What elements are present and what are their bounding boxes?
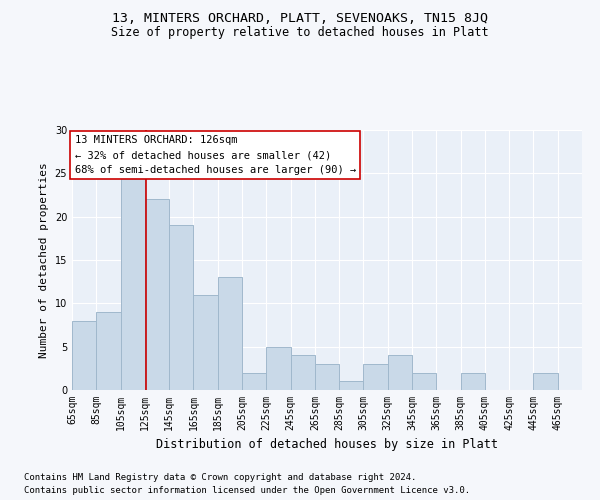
Bar xyxy=(266,346,290,390)
Text: Contains HM Land Registry data © Crown copyright and database right 2024.: Contains HM Land Registry data © Crown c… xyxy=(24,474,416,482)
Bar xyxy=(145,200,169,390)
Text: 13, MINTERS ORCHARD, PLATT, SEVENOAKS, TN15 8JQ: 13, MINTERS ORCHARD, PLATT, SEVENOAKS, T… xyxy=(112,12,488,26)
Bar xyxy=(533,372,558,390)
Bar xyxy=(290,356,315,390)
Bar xyxy=(388,356,412,390)
Text: Size of property relative to detached houses in Platt: Size of property relative to detached ho… xyxy=(111,26,489,39)
Bar xyxy=(218,278,242,390)
Bar xyxy=(121,174,145,390)
Bar xyxy=(461,372,485,390)
X-axis label: Distribution of detached houses by size in Platt: Distribution of detached houses by size … xyxy=(156,438,498,452)
Bar xyxy=(96,312,121,390)
Bar xyxy=(364,364,388,390)
Bar xyxy=(339,382,364,390)
Text: 13 MINTERS ORCHARD: 126sqm
← 32% of detached houses are smaller (42)
68% of semi: 13 MINTERS ORCHARD: 126sqm ← 32% of deta… xyxy=(74,135,356,175)
Bar xyxy=(242,372,266,390)
Text: Contains public sector information licensed under the Open Government Licence v3: Contains public sector information licen… xyxy=(24,486,470,495)
Y-axis label: Number of detached properties: Number of detached properties xyxy=(39,162,49,358)
Bar xyxy=(72,320,96,390)
Bar xyxy=(193,294,218,390)
Bar xyxy=(412,372,436,390)
Bar xyxy=(169,226,193,390)
Bar xyxy=(315,364,339,390)
